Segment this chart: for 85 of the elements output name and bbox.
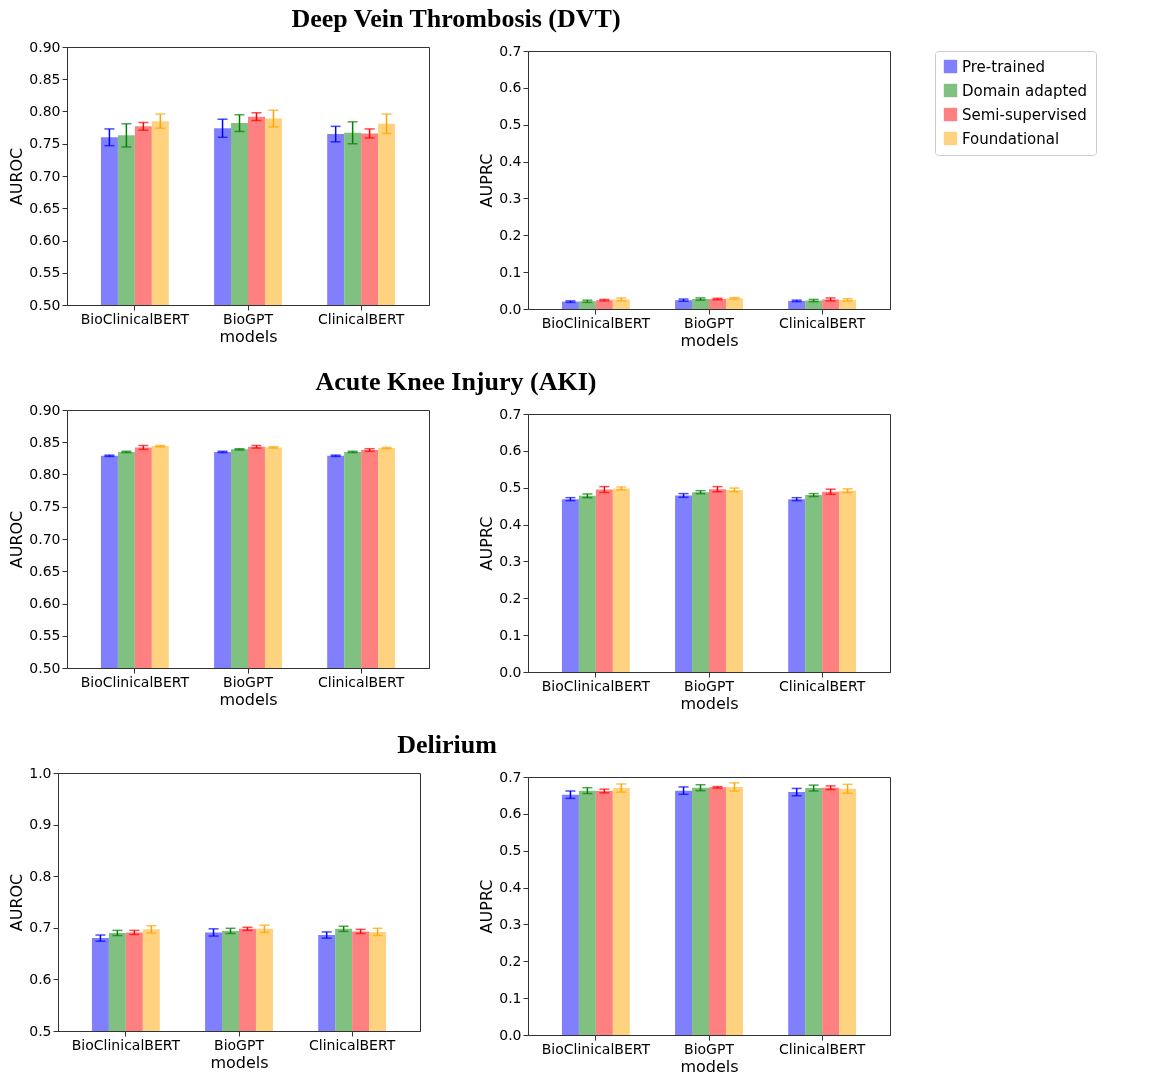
- x-tick-label: ClinicalBERT: [779, 314, 866, 331]
- y-tick-label: 0.65: [29, 562, 61, 579]
- y-tick-label: 0.6: [29, 970, 52, 987]
- chart-title: Delirium: [397, 730, 498, 759]
- y-tick-label: 1.0: [29, 764, 52, 781]
- y-axis-title: AUPRC: [477, 879, 497, 934]
- y-axis-title: AUROC: [7, 873, 27, 932]
- legend-label: Semi-supervised: [962, 105, 1087, 124]
- y-tick-label: 0.75: [29, 135, 61, 152]
- y-tick-label: 0.5: [499, 116, 522, 133]
- x-axis-title: models: [680, 330, 739, 350]
- y-axis-title: AUPRC: [477, 153, 497, 208]
- x-axis-title: models: [210, 1052, 269, 1072]
- y-tick-label: 0.2: [499, 226, 522, 243]
- x-tick-label: BioGPT: [684, 677, 735, 694]
- x-tick-label: BioGPT: [223, 673, 274, 690]
- y-tick-label: 0.3: [499, 189, 522, 206]
- x-tick-label: BioClinicalBERT: [80, 673, 190, 690]
- x-tick-label: ClinicalBERT: [779, 677, 866, 694]
- y-tick-label: 0.60: [29, 232, 61, 248]
- x-axis-title: models: [219, 326, 278, 346]
- y-tick-label: 0.7: [499, 42, 522, 59]
- y-tick-label: 0.70: [29, 530, 61, 547]
- chart-title: Deep Vein Thrombosis (DVT): [291, 4, 621, 33]
- y-tick-label: 0.4: [499, 516, 522, 533]
- y-tick-label: 0.50: [29, 659, 61, 676]
- y-axis-title: AUROC: [7, 147, 27, 206]
- y-axis-title: AUPRC: [477, 516, 497, 571]
- y-tick-label: 0.4: [499, 153, 522, 170]
- legend-label: Foundational: [962, 129, 1060, 148]
- y-tick-label: 0.5: [499, 842, 522, 859]
- y-tick-label: 0.8: [29, 867, 52, 884]
- x-tick-label: BioGPT: [223, 310, 274, 327]
- x-tick-label: BioClinicalBERT: [541, 1040, 651, 1057]
- x-tick-label: ClinicalBERT: [318, 673, 405, 690]
- x-tick-label: BioGPT: [684, 314, 735, 331]
- y-tick-label: 0.2: [499, 952, 522, 969]
- y-tick-label: 0.0: [499, 663, 522, 680]
- y-tick-label: 0.3: [499, 552, 522, 569]
- y-tick-label: 0.90: [29, 401, 61, 418]
- x-tick-label: BioGPT: [214, 1036, 265, 1053]
- legend-label: Domain adapted: [962, 81, 1088, 100]
- y-tick-label: 0.4: [499, 879, 522, 896]
- x-tick-label: BioClinicalBERT: [541, 314, 651, 331]
- y-tick-label: 0.5: [29, 1022, 52, 1039]
- y-tick-label: 0.6: [499, 805, 522, 822]
- y-tick-label: 0.5: [499, 479, 522, 496]
- y-tick-label: 0.3: [499, 915, 522, 932]
- x-tick-label: BioGPT: [684, 1040, 735, 1057]
- y-tick-label: 0.1: [499, 989, 522, 1006]
- y-tick-label: 0.7: [499, 768, 522, 785]
- x-tick-label: ClinicalBERT: [779, 1040, 866, 1057]
- y-tick-label: 0.9: [29, 816, 52, 833]
- y-tick-label: 0.70: [29, 167, 61, 184]
- x-tick-label: ClinicalBERT: [318, 310, 405, 327]
- y-tick-label: 0.75: [29, 498, 61, 515]
- y-tick-label: 0.90: [29, 38, 61, 55]
- y-tick-label: 0.7: [29, 919, 52, 936]
- x-axis-title: models: [680, 693, 739, 713]
- y-tick-label: 0.50: [29, 296, 61, 313]
- x-tick-label: BioClinicalBERT: [541, 677, 651, 694]
- x-axis-title: models: [680, 1056, 739, 1076]
- y-tick-label: 0.6: [499, 79, 522, 96]
- legend-label: Pre-trained: [962, 57, 1045, 76]
- y-axis-title: AUROC: [7, 510, 27, 569]
- y-tick-label: 0.65: [29, 199, 61, 216]
- y-tick-label: 0.60: [29, 595, 61, 611]
- y-tick-label: 0.80: [29, 103, 61, 119]
- x-tick-label: ClinicalBERT: [309, 1036, 396, 1053]
- y-tick-label: 0.6: [499, 442, 522, 459]
- y-tick-label: 0.2: [499, 589, 522, 606]
- y-tick-label: 0.85: [29, 433, 61, 450]
- y-tick-label: 0.1: [499, 263, 522, 280]
- y-tick-label: 0.1: [499, 626, 522, 643]
- y-tick-label: 0.80: [29, 466, 61, 482]
- x-tick-label: BioClinicalBERT: [80, 310, 190, 327]
- x-tick-label: BioClinicalBERT: [71, 1036, 181, 1053]
- y-tick-label: 0.55: [29, 627, 61, 644]
- y-tick-label: 0.55: [29, 264, 61, 281]
- x-axis-title: models: [219, 689, 278, 709]
- chart-title: Acute Knee Injury (AKI): [315, 367, 597, 396]
- y-tick-label: 0.85: [29, 70, 61, 87]
- y-tick-label: 0.0: [499, 1026, 522, 1043]
- y-tick-label: 0.7: [499, 405, 522, 422]
- y-tick-label: 0.0: [499, 300, 522, 317]
